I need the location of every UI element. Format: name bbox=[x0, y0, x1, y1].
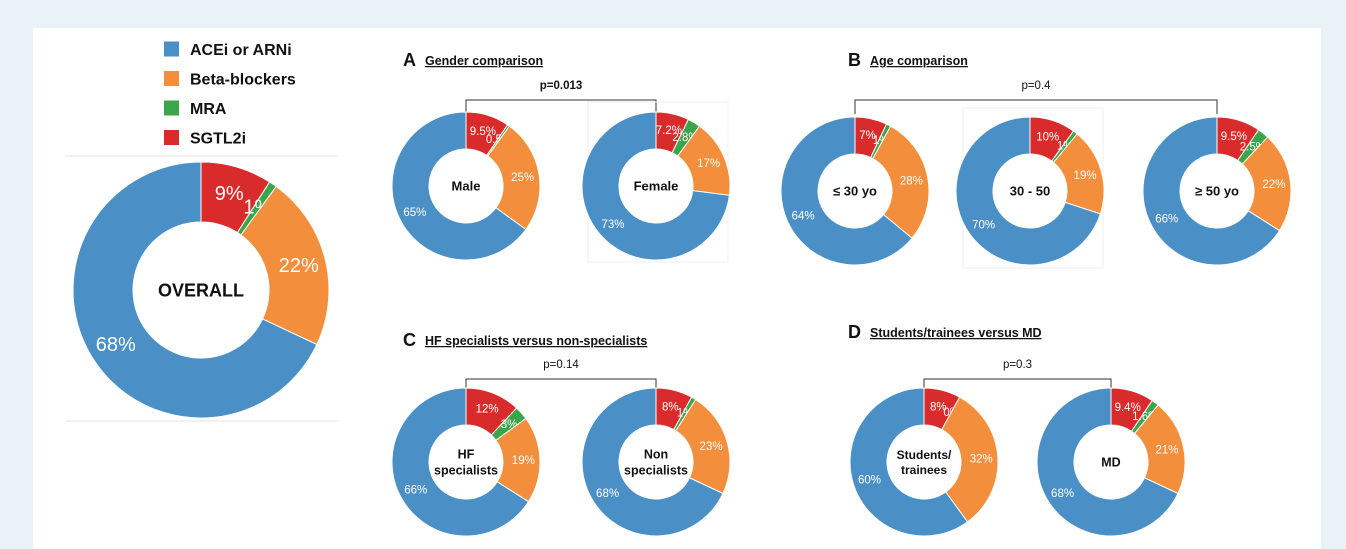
donut-slice-8-2 bbox=[941, 396, 999, 523]
donut-label-7-0: 8% bbox=[662, 401, 679, 413]
pvalue-label-3: p=0.14 bbox=[543, 359, 579, 371]
figure-panel: ACEi or ARNi Beta-blockers MRA SGTL2i A Gende… bbox=[33, 28, 1321, 549]
donut-center-label-7-1: specialists bbox=[624, 463, 688, 477]
donut-slice-0-2 bbox=[240, 185, 330, 346]
donut-label-3-0: 7% bbox=[859, 130, 876, 142]
chart-svg: ACEi or ARNi Beta-blockers MRA SGTL2i A Gende… bbox=[65, 41, 1292, 537]
panel-letter-1: A bbox=[403, 50, 416, 70]
donut-chart-1: 9.5%0.5%25%65%Male bbox=[391, 111, 541, 261]
donut-label-9-3: 68% bbox=[1051, 488, 1074, 500]
donut-label-3-3: 64% bbox=[792, 210, 815, 222]
donut-label-4-3: 70% bbox=[972, 220, 995, 232]
donut-label-7-3: 68% bbox=[596, 488, 619, 500]
donut-label-8-0: 8% bbox=[930, 401, 947, 413]
donut-chart-4: 10%1%19%70%30 - 50 bbox=[955, 116, 1105, 266]
panel-title-3: HF specialists versus non-specialists bbox=[425, 334, 647, 348]
pvalue-bracket-3 bbox=[465, 378, 657, 393]
pvalue-bracket-1 bbox=[465, 99, 657, 114]
donut-label-5-3: 66% bbox=[1155, 214, 1178, 226]
donut-label-7-2: 23% bbox=[700, 441, 723, 453]
donut-label-0-3: 68% bbox=[96, 334, 136, 356]
donut-center-label-1-0: Male bbox=[452, 179, 481, 194]
donut-slice-8-3 bbox=[849, 387, 969, 537]
donut-label-9-0: 9.4% bbox=[1115, 402, 1141, 414]
donut-center-label-2-0: Female bbox=[634, 179, 679, 194]
donut-center-label-3-0: ≤ 30 yo bbox=[833, 184, 877, 199]
legend-swatch-2 bbox=[164, 100, 179, 116]
panel-title-4: Students/trainees versus MD bbox=[870, 326, 1042, 340]
panel-letter-4: D bbox=[848, 322, 861, 342]
donut-center-label-6-0: HF bbox=[458, 448, 475, 462]
donut-slice-6-3 bbox=[391, 387, 530, 537]
donut-label-8-2: 32% bbox=[970, 453, 993, 465]
donut-label-1-3: 65% bbox=[403, 207, 426, 219]
donut-chart-9: 9.4%1.6%21%68%MD bbox=[1036, 387, 1186, 537]
donut-center-label-6-1: specialists bbox=[434, 463, 498, 477]
donut-center-label-7-0: Non bbox=[644, 448, 668, 462]
legend-label-1: Beta-blockers bbox=[190, 72, 296, 89]
legend-label-0: ACEi or ARNi bbox=[190, 42, 292, 59]
pvalue-label-2: p=0.4 bbox=[1021, 80, 1051, 92]
donut-label-5-0: 9.5% bbox=[1221, 131, 1247, 143]
panel-letter-2: B bbox=[848, 50, 861, 70]
donut-label-6-2: 19% bbox=[512, 455, 535, 467]
legend-swatch-0 bbox=[164, 41, 179, 57]
pvalue-label-4: p=0.3 bbox=[1003, 359, 1032, 371]
panel-title-2: Age comparison bbox=[870, 54, 968, 68]
donut-label-4-2: 19% bbox=[1074, 170, 1097, 182]
donut-slice-1-2 bbox=[487, 125, 541, 231]
donut-label-6-0: 12% bbox=[476, 404, 499, 416]
donut-chart-5: 9.5%2.5%22%66%≥ 50 yo bbox=[1142, 116, 1292, 266]
panel-letter-3: C bbox=[403, 330, 416, 350]
donut-label-6-3: 66% bbox=[404, 485, 427, 497]
donut-label-3-2: 28% bbox=[900, 175, 923, 187]
donut-center-label-8-1: trainees bbox=[901, 463, 947, 477]
donut-center-label-8-0: Students/ bbox=[897, 448, 952, 462]
donut-center-label-5-0: ≥ 50 yo bbox=[1195, 184, 1239, 199]
donut-label-2-0: 7.2% bbox=[656, 125, 682, 137]
legend-swatch-1 bbox=[164, 71, 179, 86]
donut-slice-9-3 bbox=[1036, 387, 1179, 537]
pvalue-bracket-2 bbox=[854, 99, 1218, 114]
donut-label-0-2: 22% bbox=[279, 255, 319, 277]
legend-label-3: SGTL2i bbox=[190, 131, 246, 148]
donut-chart-0: 9%1%22%68%OVERALL bbox=[72, 161, 330, 419]
donut-slice-7-3 bbox=[581, 387, 724, 537]
pvalue-label-1: p=0.013 bbox=[540, 80, 583, 92]
pvalue-bracket-4 bbox=[923, 378, 1112, 393]
donut-label-8-3: 60% bbox=[858, 475, 881, 487]
donut-label-9-2: 21% bbox=[1155, 445, 1178, 457]
donut-label-2-2: 17% bbox=[697, 158, 720, 170]
legend-label-2: MRA bbox=[190, 101, 227, 118]
donut-label-0-0: 9% bbox=[215, 183, 244, 205]
donut-label-1-2: 25% bbox=[511, 172, 534, 184]
donut-center-label-9-0: MD bbox=[1101, 456, 1120, 470]
donut-slice-4-3 bbox=[955, 116, 1102, 266]
donut-label-5-2: 22% bbox=[1262, 179, 1285, 191]
panel-title-1: Gender comparison bbox=[425, 54, 543, 68]
legend-swatch-3 bbox=[164, 130, 179, 145]
donut-slice-5-3 bbox=[1142, 116, 1281, 266]
donut-slice-2-3 bbox=[581, 111, 730, 261]
donut-chart-2: 7.2%2.8%17%73%Female bbox=[581, 111, 731, 261]
donut-center-label-0-0: OVERALL bbox=[158, 280, 244, 300]
donut-label-1-0: 9.5% bbox=[470, 126, 496, 138]
donut-slice-1-3 bbox=[391, 111, 527, 261]
donut-chart-3: 7%1%28%64%≤ 30 yo bbox=[780, 116, 930, 266]
donut-label-2-3: 73% bbox=[601, 219, 624, 231]
donut-center-label-4-0: 30 - 50 bbox=[1010, 184, 1050, 199]
donut-chart-8: 8%0%32%60%Students/trainees bbox=[849, 387, 999, 537]
donut-slice-3-2 bbox=[872, 125, 930, 239]
donut-slice-3-3 bbox=[780, 116, 913, 266]
donut-label-4-0: 10% bbox=[1036, 131, 1059, 143]
donut-slice-0-3 bbox=[72, 161, 318, 419]
